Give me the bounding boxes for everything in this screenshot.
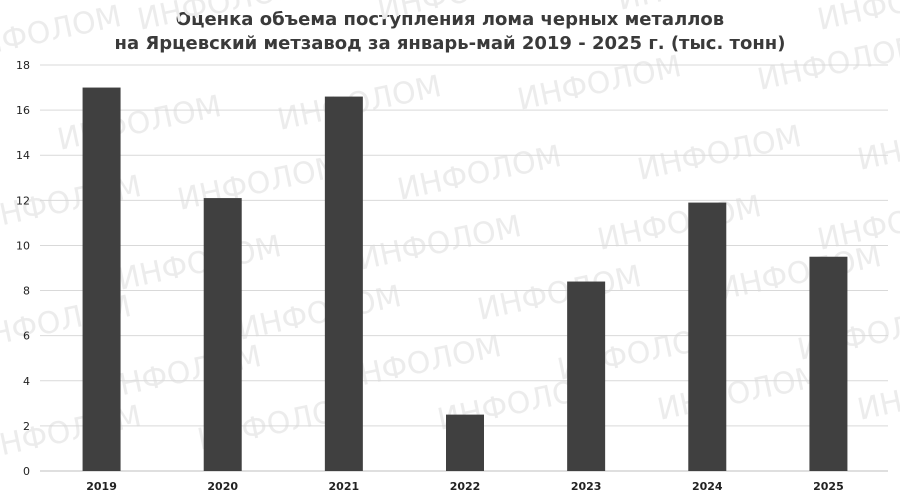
watermark-text: ИНФОЛОМ [354,209,524,278]
watermark-text: ИНФОЛОМ [0,0,125,68]
x-tick-label: 2019 [86,480,117,493]
x-tick-label: 2023 [571,480,602,493]
bar-2022 [446,414,484,471]
watermark-text: ИНФОЛОМ [714,239,884,308]
x-tick-label: 2025 [813,480,844,493]
watermark-text: ИНФОЛОМ [634,119,804,188]
watermark-text: ИНФОЛОМ [134,0,304,38]
watermark-text: ИНФОЛОМ [114,229,284,298]
watermark-text: ИНФОЛОМ [0,399,145,468]
watermark-text: ИНФОЛОМ [514,49,684,118]
chart-title-line1: Оценка объема поступления лома черных ме… [175,9,725,30]
chart-title-line2: на Ярцевский метзавод за январь-май 2019… [114,33,786,54]
x-tick-label: 2020 [207,480,238,493]
chart-title: Оценка объема поступления лома черных ме… [0,8,900,56]
y-tick-label: 14 [16,149,30,162]
y-tick-label: 8 [23,285,30,298]
watermark-text: ИНФОЛОМ [594,189,764,258]
watermark-text: ИНФОЛОМ [854,109,900,178]
bar-2019 [82,87,121,472]
bars [82,87,848,472]
y-tick-label: 6 [23,330,30,343]
y-tick-label: 12 [16,194,30,207]
watermark-text: ИНФОЛОМ [394,139,564,208]
bar-2023 [567,281,606,471]
x-tick-label: 2021 [329,480,360,493]
watermark-text: ИНФОЛОМ [474,259,644,328]
y-tick-label: 4 [23,375,30,388]
watermark-text: ИНФОЛОМ [374,0,544,28]
y-tick-label: 18 [16,59,30,72]
y-axis-ticks: 0 2 4 6 8 10 12 14 16 18 [16,59,30,478]
bar-2024 [688,202,727,472]
bar-2025 [809,256,848,471]
watermark-text: ИНФОЛОМ [754,29,900,98]
watermark-text: ИНФОЛОМ [614,0,784,18]
watermark-text: ИНФОЛОМ [654,359,824,428]
watermark-text: ИНФОЛОМ [174,149,344,218]
y-tick-label: 2 [23,420,30,433]
y-tick-label: 16 [16,104,30,117]
x-axis-ticks: 2019 2020 2021 2022 2023 2024 2025 [86,480,843,493]
watermark-text: ИНФОЛОМ [814,0,900,38]
x-tick-label: 2022 [450,480,481,493]
x-tick-label: 2024 [692,480,723,493]
watermark-text: ИНФОЛОМ [54,89,224,158]
watermark-text: ИНФОЛОМ [854,359,900,428]
y-tick-label: 10 [16,239,30,252]
watermark-text: ИНФОЛОМ [234,279,404,348]
bar-2021 [324,96,363,472]
bar-2020 [203,198,242,472]
y-tick-label: 0 [23,465,30,478]
